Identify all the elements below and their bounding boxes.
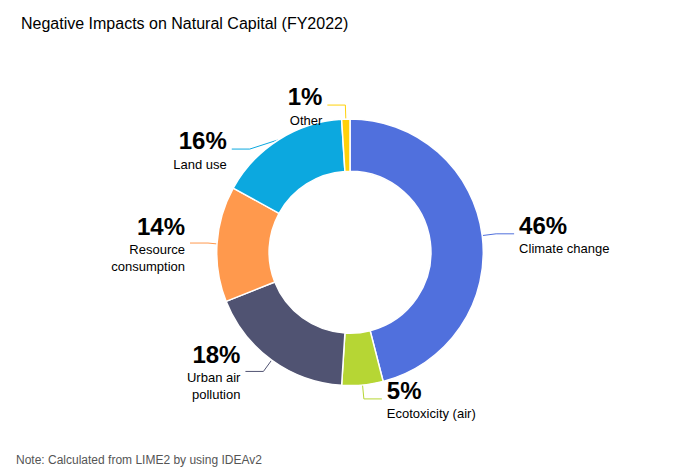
svg-text:Climate change: Climate change (519, 241, 609, 256)
svg-text:Resource: Resource (129, 242, 185, 257)
svg-text:Negative Impacts on Natural Ca: Negative Impacts on Natural Capital (FY2… (21, 15, 348, 32)
svg-text:Land use: Land use (173, 157, 227, 172)
svg-text:46%: 46% (519, 212, 567, 239)
svg-text:5%: 5% (387, 377, 422, 404)
svg-text:18%: 18% (192, 341, 240, 368)
svg-text:consumption: consumption (111, 259, 185, 274)
svg-text:Urban air: Urban air (187, 370, 241, 385)
svg-text:1%: 1% (288, 83, 323, 110)
svg-text:Note: Calculated from LIME2 by: Note: Calculated from LIME2 by using IDE… (16, 453, 262, 467)
svg-text:14%: 14% (137, 213, 185, 240)
svg-text:16%: 16% (179, 127, 227, 154)
svg-text:pollution: pollution (192, 387, 240, 402)
svg-text:Other: Other (290, 113, 323, 128)
svg-text:Ecotoxicity (air): Ecotoxicity (air) (387, 406, 476, 421)
